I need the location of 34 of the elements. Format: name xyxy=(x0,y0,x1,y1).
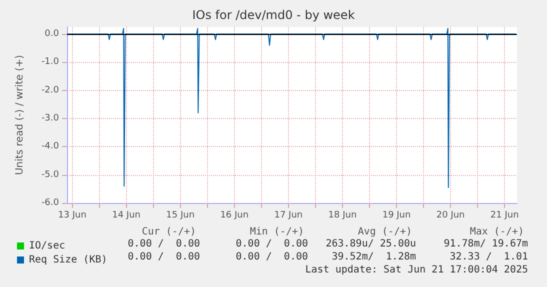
x-tick-label: 14 Jun xyxy=(112,210,140,220)
text: 0.00 / 0.00 xyxy=(236,238,308,250)
x-tick-label: 13 Jun xyxy=(58,210,86,220)
text: Avg (-/+) xyxy=(358,226,412,238)
text: 0.00 / 0.00 xyxy=(128,252,200,262)
x-tick-label: 17 Jun xyxy=(274,210,303,220)
line-series xyxy=(66,28,516,188)
y-tick-label: -1.0 xyxy=(41,57,60,68)
y-tick-label: -2.0 xyxy=(41,85,60,96)
text: 0.00 / 0.00 xyxy=(236,252,308,262)
text: 39.52m/ 1.28m xyxy=(332,252,416,262)
legend-label: Req Size (KB) xyxy=(29,254,108,266)
x-tick-label: 21 Jun xyxy=(490,210,519,220)
text: 32.33 / 1.01 xyxy=(450,252,528,262)
text: Min (-/+) xyxy=(250,226,304,238)
x-tick-label: 16 Jun xyxy=(220,210,249,220)
text: 263.89u/ 25.00u xyxy=(326,238,416,250)
y-tick-label: -3.0 xyxy=(41,114,60,124)
x-tick-label: 18 Jun xyxy=(328,210,357,220)
x-tick-label: 20 Jun xyxy=(436,210,465,220)
text: Cur (-/+) xyxy=(142,226,196,238)
y-tick-label: 0.0 xyxy=(44,29,60,40)
y-axis-title: Units read (-) / write (+) xyxy=(14,54,26,176)
chart-title: IOs for /dev/md0 - by week xyxy=(192,8,355,22)
legend-label: IO/sec xyxy=(29,240,66,252)
text: 0.00 / 0.00 xyxy=(128,238,200,250)
text: Last update: Sat Jun 21 17:00:04 2025 xyxy=(305,264,528,276)
x-tick-label: 15 Jun xyxy=(166,210,195,220)
y-tick-label: -5.0 xyxy=(41,170,60,180)
y-tick-label: -6.0 xyxy=(41,198,60,208)
text: Max (-/+) xyxy=(470,226,524,238)
y-tick-label: -4.0 xyxy=(41,142,60,152)
x-tick-label: 19 Jun xyxy=(382,210,411,220)
text: 91.78m/ 19.67m xyxy=(444,238,528,250)
